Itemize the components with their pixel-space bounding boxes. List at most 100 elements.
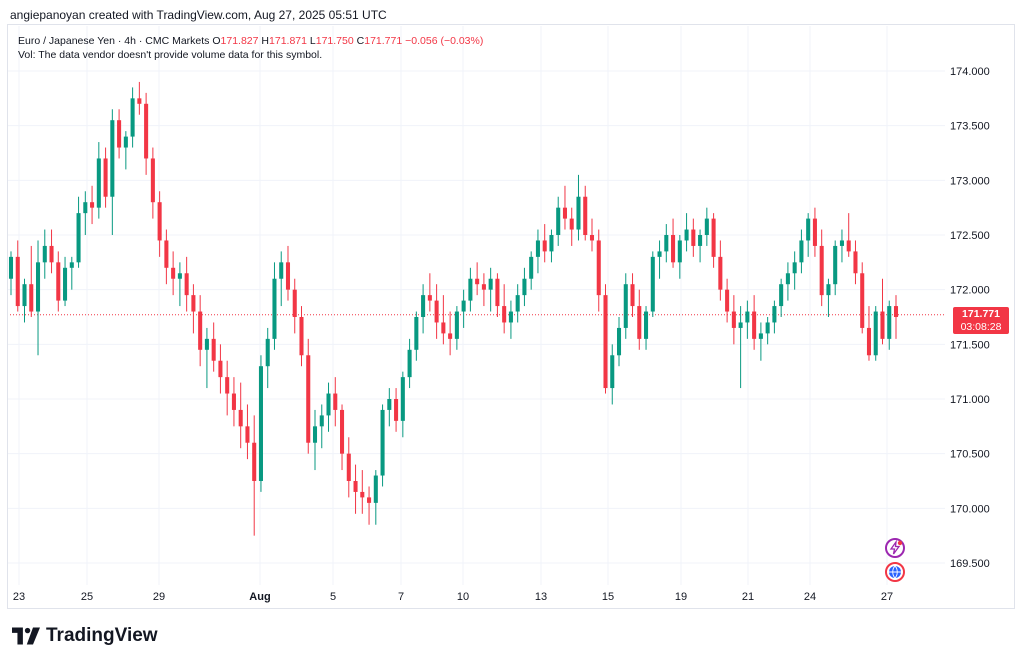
candle[interactable] [191, 284, 196, 334]
candle[interactable] [529, 251, 534, 290]
candle[interactable] [380, 404, 385, 487]
candle[interactable] [15, 240, 20, 312]
candle[interactable] [360, 470, 365, 514]
candle[interactable] [144, 92, 149, 175]
candle[interactable] [407, 338, 412, 389]
candle[interactable] [839, 229, 844, 263]
candle[interactable] [819, 229, 824, 307]
candle[interactable] [211, 322, 216, 372]
candle[interactable] [488, 267, 493, 312]
candle[interactable] [346, 437, 351, 498]
candle[interactable] [495, 273, 500, 317]
candle[interactable] [522, 267, 527, 307]
candle[interactable] [400, 371, 405, 438]
candle[interactable] [630, 273, 635, 317]
candle[interactable] [117, 109, 122, 159]
candle[interactable] [373, 470, 378, 525]
candle[interactable] [772, 300, 777, 334]
candle[interactable] [893, 295, 899, 339]
candle[interactable] [110, 109, 115, 235]
candle[interactable] [515, 284, 520, 323]
candle[interactable] [718, 240, 723, 301]
candle[interactable] [8, 251, 14, 296]
candle[interactable] [691, 218, 696, 257]
candle[interactable] [394, 388, 399, 432]
candle[interactable] [56, 251, 61, 312]
candle[interactable] [508, 300, 513, 339]
candle[interactable] [698, 229, 703, 263]
candle[interactable] [69, 256, 74, 290]
candle[interactable] [103, 147, 108, 208]
candle[interactable] [846, 213, 851, 257]
candle[interactable] [616, 317, 622, 367]
candle[interactable] [245, 404, 250, 460]
candle[interactable] [198, 295, 203, 367]
candle[interactable] [752, 295, 757, 350]
candle[interactable] [238, 382, 243, 449]
candle[interactable] [873, 306, 878, 361]
candle[interactable] [704, 207, 709, 246]
candle[interactable] [225, 360, 230, 416]
candle[interactable] [738, 306, 743, 389]
candle[interactable] [292, 278, 297, 334]
candle[interactable] [171, 251, 176, 296]
candle[interactable] [137, 81, 142, 115]
candle[interactable] [312, 409, 318, 471]
candle[interactable] [650, 251, 655, 317]
candle[interactable] [799, 229, 804, 274]
candle[interactable] [49, 229, 54, 274]
candle[interactable] [63, 256, 68, 307]
candle[interactable] [833, 240, 838, 296]
candle[interactable] [123, 131, 128, 170]
tradingview-brand[interactable]: TradingView [12, 625, 158, 647]
candle[interactable] [731, 295, 736, 345]
candle[interactable] [29, 245, 34, 317]
candle[interactable] [441, 295, 446, 345]
candle[interactable] [414, 311, 419, 361]
symbol-name[interactable]: Euro / Japanese Yen · 4h · CMC Markets [18, 35, 210, 47]
candle[interactable] [758, 322, 763, 361]
candle[interactable] [677, 235, 682, 279]
candle[interactable] [130, 87, 135, 148]
candle[interactable] [367, 486, 372, 525]
candle[interactable] [83, 191, 88, 235]
candle[interactable] [387, 388, 392, 427]
candle[interactable] [448, 311, 453, 356]
lightning-icon[interactable] [885, 538, 905, 558]
candle[interactable] [866, 306, 872, 361]
candle[interactable] [853, 240, 858, 285]
candle[interactable] [96, 142, 101, 219]
candle[interactable] [671, 218, 676, 268]
candle[interactable] [826, 278, 831, 317]
candle[interactable] [333, 377, 338, 427]
candle[interactable] [745, 300, 750, 339]
candle[interactable] [204, 327, 209, 389]
candle[interactable] [610, 344, 615, 405]
candle[interactable] [880, 278, 885, 345]
candle[interactable] [35, 240, 41, 356]
candle[interactable] [306, 338, 311, 454]
candle[interactable] [684, 213, 689, 252]
chart-frame[interactable] [7, 24, 1015, 609]
candle[interactable] [644, 306, 649, 350]
candle[interactable] [785, 262, 790, 301]
candle[interactable] [319, 404, 324, 449]
candle[interactable] [556, 196, 561, 246]
candle[interactable] [549, 229, 554, 263]
candle[interactable] [353, 464, 358, 514]
candle[interactable] [589, 218, 595, 252]
candle[interactable] [421, 284, 426, 334]
candle[interactable] [596, 229, 601, 312]
candle[interactable] [265, 327, 270, 389]
candlestick-chart[interactable]: 174.000 173.500 173.000 172.500 172.000 171.5… [0, 0, 1024, 615]
candle[interactable] [340, 404, 345, 471]
candle[interactable] [806, 213, 811, 257]
candle[interactable] [184, 256, 189, 312]
candle[interactable] [157, 191, 162, 257]
candle[interactable] [765, 317, 770, 345]
candle[interactable] [76, 196, 81, 268]
candle[interactable] [177, 262, 182, 307]
candle[interactable] [502, 284, 507, 334]
candle[interactable] [542, 224, 547, 263]
candle[interactable] [623, 273, 628, 339]
